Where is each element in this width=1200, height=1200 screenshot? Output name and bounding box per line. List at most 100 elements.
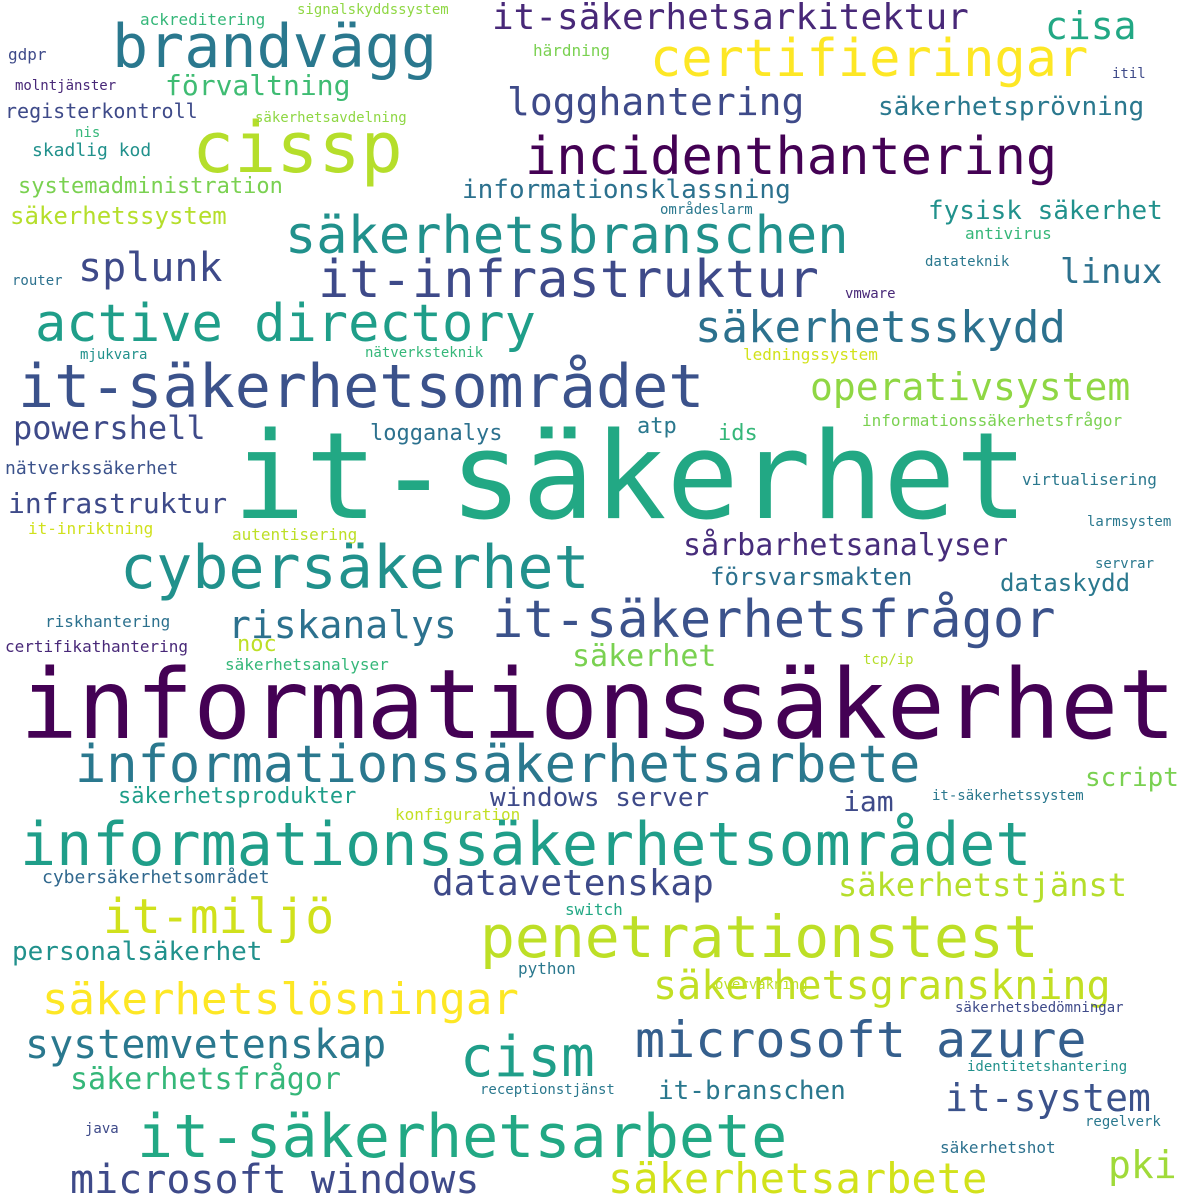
- cloud-word: it-säkerhetssystem: [932, 788, 1084, 804]
- cloud-word: penetrationstest: [480, 903, 1039, 971]
- cloud-word: områdeslarm: [660, 202, 753, 218]
- cloud-word: it-säkerhet: [233, 408, 1028, 547]
- cloud-word: certifikathantering: [5, 637, 189, 656]
- cloud-word: cism: [460, 1025, 595, 1090]
- cloud-word: mjukvara: [80, 347, 148, 363]
- cloud-word: säkerhetsprodukter: [118, 784, 357, 809]
- cloud-word: systemadministration: [18, 174, 283, 199]
- cloud-word: it-infrastruktur: [318, 250, 819, 310]
- cloud-word: förvaltning: [165, 69, 351, 102]
- cloud-word: övervakning: [715, 977, 808, 993]
- cloud-word: python: [518, 959, 576, 978]
- cloud-word: sårbarhetsanalyser: [683, 528, 1009, 563]
- cloud-word: java: [85, 1121, 119, 1137]
- cloud-word: certifieringar: [650, 29, 1089, 89]
- cloud-word: dataskydd: [1000, 569, 1131, 597]
- cloud-word: it-branschen: [658, 1076, 846, 1106]
- cloud-word: switch: [565, 900, 623, 919]
- cloud-word: säkerhetsanalyser: [225, 655, 389, 674]
- cloud-word: script: [1085, 763, 1179, 793]
- cloud-word: informationsklassning: [462, 175, 791, 205]
- cloud-word: konfiguration: [395, 805, 521, 824]
- cloud-word: säkerhetsarbete: [608, 1154, 988, 1200]
- cloud-word: datavetenskap: [432, 863, 714, 904]
- cloud-word: tcp/ip: [863, 652, 914, 668]
- cloud-word: identitetshantering: [967, 1059, 1128, 1075]
- cloud-word: iam: [843, 785, 894, 818]
- cloud-word: säkerhetsprövning: [878, 92, 1145, 122]
- cloud-word: larmsystem: [1087, 514, 1172, 530]
- cloud-word: it-miljö: [103, 889, 335, 945]
- cloud-word: noc: [237, 632, 277, 657]
- cloud-word: incidenthantering: [525, 127, 1058, 187]
- cloud-word: itil: [1112, 66, 1146, 82]
- cloud-word: microsoft azure: [635, 1011, 1087, 1069]
- cloud-word: riskhantering: [45, 612, 171, 631]
- cloud-word: pki: [1108, 1143, 1177, 1187]
- cloud-word: logghantering: [507, 80, 805, 124]
- cloud-word: säkerhetstjänst: [838, 866, 1127, 904]
- cloud-word: vmware: [845, 286, 896, 302]
- cloud-word: cisa: [1045, 4, 1137, 48]
- cloud-word: skadlig kod: [32, 140, 152, 161]
- cloud-word: informationssäkerhet: [20, 649, 1176, 761]
- cloud-word: försvarsmakten: [710, 563, 913, 591]
- cloud-word: antivirus: [965, 224, 1052, 243]
- cloud-word: receptionstjänst: [480, 1082, 615, 1098]
- cloud-word: fysisk säkerhet: [928, 196, 1163, 226]
- cloud-word: brandvägg: [112, 12, 438, 82]
- cloud-word: systemvetenskap: [25, 1022, 387, 1068]
- cloud-word: gdpr: [8, 45, 47, 64]
- cloud-word: molntjänster: [15, 78, 117, 94]
- cloud-word: registerkontroll: [5, 99, 198, 123]
- cloud-word: nätverkssäkerhet: [5, 458, 179, 479]
- cloud-word: cissp: [192, 107, 403, 189]
- cloud-word: servrar: [1095, 556, 1155, 572]
- cloud-word: windows server: [490, 783, 710, 813]
- cloud-word: virtualisering: [1022, 470, 1157, 489]
- cloud-word: säkerhetsfrågor: [70, 1062, 341, 1097]
- cloud-word: splunk: [78, 245, 223, 291]
- cloud-word: active directory: [35, 294, 536, 354]
- cloud-word: säkerhetssystem: [10, 202, 227, 230]
- cloud-word: ledningssystem: [743, 345, 878, 364]
- cloud-word: cybersäkerhet: [120, 533, 590, 603]
- cloud-word: autentisering: [232, 525, 358, 544]
- cloud-word: informationssäkerhetsarbete: [75, 735, 921, 795]
- cloud-word: it-säkerhetsfrågor: [492, 590, 1056, 650]
- cloud-word: informationssäkerhetsområdet: [20, 810, 1032, 880]
- cloud-word: signalskyddssystem: [297, 2, 449, 18]
- cloud-word: säkerhetsbranschen: [285, 206, 849, 266]
- cloud-word: ids: [718, 421, 758, 446]
- cloud-word: informationssäkerhetsfrågor: [862, 411, 1123, 430]
- cloud-word: logganalys: [370, 421, 503, 446]
- cloud-word: linux: [1060, 252, 1163, 292]
- cloud-word: it-säkerhetsarkitektur: [492, 0, 969, 38]
- cloud-word: säkerhet: [572, 639, 717, 674]
- cloud-word: operativsystem: [810, 365, 1131, 409]
- cloud-word: regelverk: [1085, 1114, 1161, 1130]
- cloud-word: personalsäkerhet: [12, 937, 263, 967]
- cloud-word: säkerhetsbedömningar: [955, 1000, 1124, 1016]
- cloud-word: powershell: [13, 409, 206, 447]
- cloud-word: ackreditering: [140, 10, 266, 29]
- cloud-word: infrastruktur: [8, 487, 228, 520]
- cloud-word: router: [12, 273, 63, 289]
- cloud-word: it-säkerhetsområdet: [18, 352, 705, 422]
- cloud-word: säkerhetsgranskning: [653, 963, 1111, 1009]
- cloud-word: microsoft windows: [70, 1157, 480, 1200]
- cloud-word: it-system: [945, 1076, 1151, 1120]
- cloud-word: riskanalys: [228, 603, 457, 647]
- cloud-word: cybersäkerhetsområdet: [42, 867, 270, 888]
- cloud-word: säkerhetslösningar: [42, 974, 519, 1025]
- cloud-word: säkerhetsavdelning: [255, 110, 407, 126]
- cloud-word: säkerhetsskydd: [695, 302, 1066, 353]
- cloud-word: it-inriktning: [28, 519, 154, 538]
- cloud-word: nätverksteknik: [365, 345, 484, 361]
- cloud-word: säkerhetshot: [940, 1138, 1056, 1157]
- cloud-word: it-säkerhetsarbete: [137, 1102, 788, 1172]
- cloud-word: datateknik: [925, 254, 1010, 270]
- cloud-word: härdning: [533, 41, 611, 60]
- cloud-word: nis: [75, 125, 101, 141]
